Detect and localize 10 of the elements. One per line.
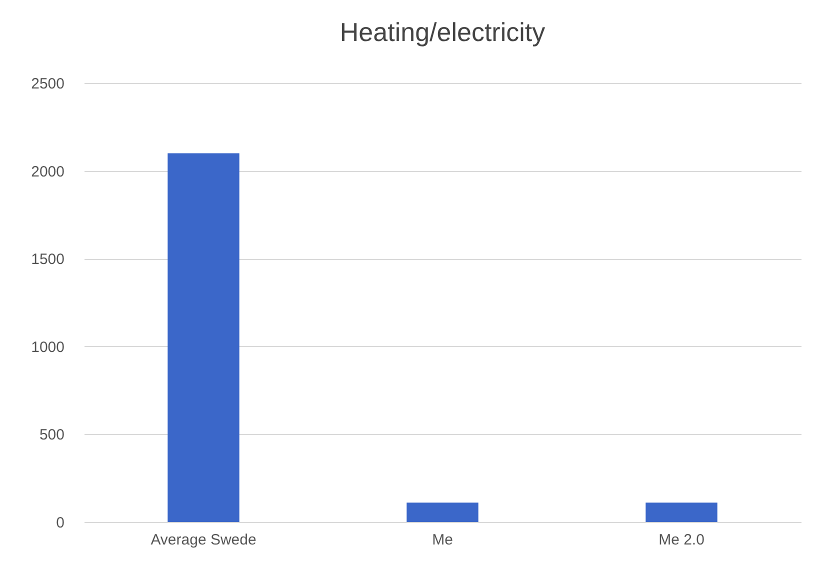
y-tick-label: 1000 bbox=[31, 338, 64, 356]
y-tick-label: 500 bbox=[39, 426, 64, 444]
x-tick-label: Me bbox=[432, 532, 453, 548]
y-tick-label: 0 bbox=[56, 514, 64, 532]
y-tick-label: 1500 bbox=[31, 251, 64, 268]
y-tick-label: 2000 bbox=[31, 163, 64, 180]
chart-title: Heating/electricity bbox=[340, 17, 546, 47]
y-tick-label: 2500 bbox=[31, 76, 64, 92]
x-tick-label: Average Swede bbox=[150, 532, 256, 548]
x-tick-label: Me 2.0 bbox=[658, 532, 704, 548]
